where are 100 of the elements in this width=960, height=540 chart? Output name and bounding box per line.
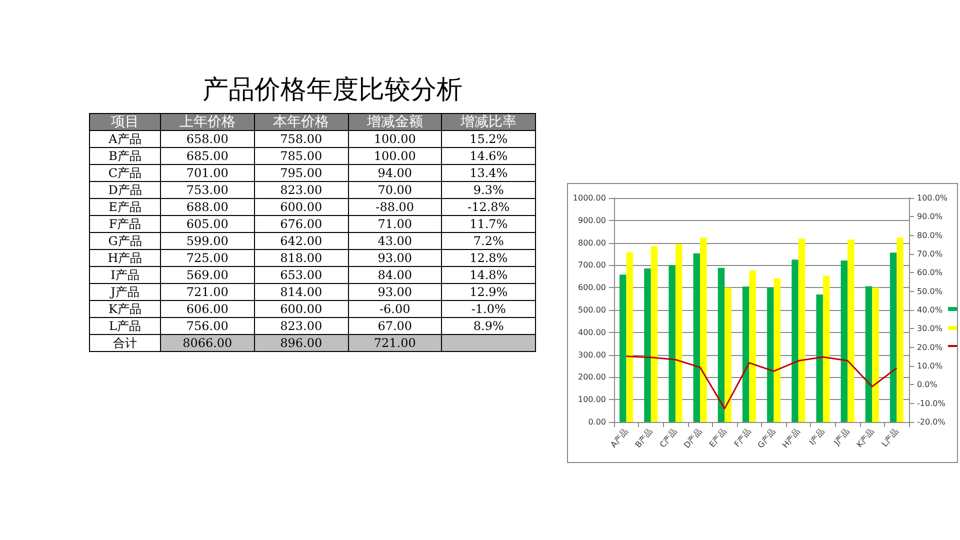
text: I产品 [90,266,160,284]
text: 7.2% [442,232,536,250]
bar [742,286,750,422]
x-tick-label: J产品 [832,427,851,448]
text: 71.00 [348,216,442,232]
y2-tick-label: 10.0% [917,362,943,370]
text: 701.00 [160,164,254,182]
bar [792,260,798,422]
bar [675,244,682,422]
text: A产品 [90,130,160,148]
text: 8.9% [442,318,536,334]
text: 676.00 [254,216,348,232]
text: 569.00 [160,266,254,284]
x-tick-label: C产品 [658,427,679,450]
line-series [626,356,898,410]
x-tick-label: A产品 [609,427,630,450]
text: 8066.00 [160,334,254,352]
text: 12.8% [442,250,536,266]
text: 823.00 [254,182,348,198]
x-tick-label: H产品 [780,427,802,450]
text: 94.00 [348,164,442,182]
text: E产品 [90,198,160,216]
bar [767,288,774,422]
bar [668,264,676,422]
text: 600.00 [254,198,348,216]
y-tick-label: 1000.00 [572,194,606,202]
text: 795.00 [254,164,348,182]
x-tick-label: I产品 [808,427,826,447]
text: 721.00 [160,284,254,300]
x-tick-label: K产品 [855,427,876,450]
text: 13.4% [442,164,536,182]
y-tick-label: 400.00 [578,328,606,337]
text: 753.00 [160,182,254,198]
text: 14.8% [442,266,536,284]
x-tick-label: D产品 [682,427,704,450]
bar [693,253,700,422]
text: 合计 [90,334,160,352]
text: B产品 [90,148,160,164]
bar [644,268,651,422]
text: 785.00 [254,148,348,164]
text: 758.00 [254,130,348,148]
text: 84.00 [348,266,442,284]
bar [865,286,872,422]
text: 653.00 [254,266,348,284]
text: -1.0% [442,300,536,318]
y2-tick-label: 70.0% [917,250,943,258]
bar [650,246,658,422]
bar [840,260,848,422]
text: 增减比率 [442,114,536,130]
text: H产品 [90,250,160,266]
x-tick-label: F产品 [732,427,753,449]
text: 756.00 [160,318,254,334]
text: 100.00 [348,148,442,164]
text: 15.2% [442,130,536,148]
bar [774,278,781,422]
y2-tick-label: 30.0% [917,324,943,334]
text: 上年价格 [160,114,254,130]
text: 688.00 [160,198,254,216]
text: -88.00 [348,198,442,216]
y2-tick-label: -10.0% [917,398,946,408]
bar [872,288,879,422]
bar [848,240,854,422]
text: 43.00 [348,232,442,250]
text: 增减金额 [348,114,442,130]
text: 14.6% [442,148,536,164]
y-tick-label: 0.00 [588,418,606,426]
bar [822,276,830,422]
bar [749,270,756,422]
bar [798,238,806,422]
y-tick-label: 700.00 [578,260,606,270]
text: 11.7% [442,216,536,232]
text: 599.00 [160,232,254,250]
text: 600.00 [254,300,348,318]
y2-tick-label: 20.0% [917,342,943,352]
text: L产品 [90,318,160,334]
text: -12.8% [442,198,536,216]
text: 67.00 [348,318,442,334]
text: 721.00 [348,334,442,352]
text: 100.00 [348,130,442,148]
bar [816,294,823,422]
text: 606.00 [160,300,254,318]
y2-tick-label: 100.0% [917,194,948,202]
text: 产品价格年度比较分析 [202,74,464,107]
x-tick-label: L产品 [880,427,900,449]
text: K产品 [90,300,160,318]
text: 项目 [90,114,160,130]
text: 685.00 [160,148,254,164]
text: 93.00 [348,284,442,300]
text: 814.00 [254,284,348,300]
y-tick-label: 200.00 [578,372,606,382]
bar [626,252,634,422]
y2-tick-label: 40.0% [917,306,943,314]
y2-tick-label: 50.0% [917,286,943,296]
x-tick-label: B产品 [634,427,654,450]
bar [896,238,904,422]
bar [700,238,707,422]
text: 725.00 [160,250,254,266]
text: 本年价格 [254,114,348,130]
text: C产品 [90,164,160,182]
bar [718,268,725,422]
